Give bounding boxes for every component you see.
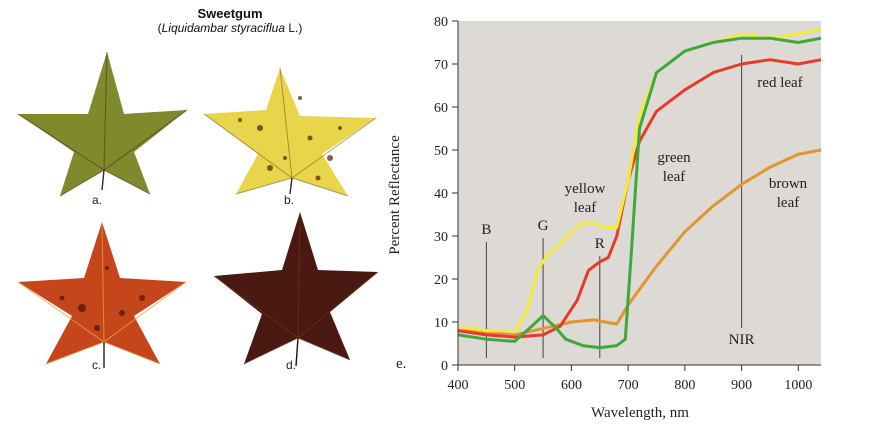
series-yellow-leaf-line <box>457 28 822 333</box>
leaf-c: c. <box>12 218 192 378</box>
leaf-c-image <box>17 221 187 368</box>
y-tick-label: 30 <box>434 230 448 245</box>
panel-label: e. <box>396 356 406 372</box>
series-red-leaf-label: red leaf <box>757 75 802 91</box>
species-name: (Liquidambar styraciflua L.) <box>157 21 303 35</box>
leaf-d-label: d. <box>286 358 297 372</box>
leaf-a-label: a. <box>92 193 103 207</box>
y-tick-label: 50 <box>434 144 448 159</box>
leaf-b: b. <box>200 58 380 208</box>
leaf-d-image <box>213 211 379 367</box>
series-red-leaf-line <box>457 58 822 339</box>
series-yellow-leaf-label: yellow <box>565 181 606 197</box>
band-marker-b-label: B <box>481 222 491 238</box>
x-tick-label: 1000 <box>784 378 812 393</box>
series-yellow-leaf-label: leaf <box>574 200 596 216</box>
y-tick-label: 0 <box>441 359 448 374</box>
series-green-leaf-line <box>457 36 822 350</box>
x-tick-label: 700 <box>618 378 639 393</box>
y-tick-label: 10 <box>434 316 448 331</box>
leaf-b-label: b. <box>284 193 295 207</box>
y-axis-label: Percent Reflectance <box>387 135 403 255</box>
leaf-d: d. <box>200 210 380 378</box>
leaf-b-image <box>203 67 377 197</box>
species-author: L. <box>288 21 299 35</box>
x-tick-label: 800 <box>674 378 695 393</box>
x-tick-label: 900 <box>731 378 752 393</box>
x-tick-label: 600 <box>561 378 582 393</box>
plot-area <box>458 21 821 365</box>
x-axis-label: Wavelength, nm <box>591 405 689 421</box>
leaf-a: a. <box>12 48 192 208</box>
series-green-leaf-label: green <box>657 150 691 166</box>
series-brown-leaf-line <box>457 148 822 337</box>
series-brown-leaf-label: leaf <box>777 195 799 211</box>
series-brown-leaf-label: brown <box>769 176 808 192</box>
x-tick-label: 400 <box>448 378 469 393</box>
figure-title: Sweetgum <box>197 6 263 21</box>
leaf-a-image <box>17 51 188 197</box>
figure-title-block: Sweetgum (Liquidambar styraciflua L.) <box>100 6 360 36</box>
band-marker-nir-label: NIR <box>729 332 755 348</box>
band-marker-r-label: R <box>595 236 605 252</box>
leaf-c-label: c. <box>92 358 102 372</box>
band-marker-g-label: G <box>538 218 549 234</box>
y-tick-label: 70 <box>434 58 448 73</box>
y-tick-label: 60 <box>434 101 448 116</box>
series-green-leaf-label: leaf <box>663 169 685 185</box>
y-tick-label: 40 <box>434 187 448 202</box>
y-tick-label: 80 <box>434 15 448 30</box>
x-tick-label: 500 <box>504 378 525 393</box>
species-italic: Liquidambar styraciflua <box>161 21 286 35</box>
y-tick-label: 20 <box>434 273 448 288</box>
